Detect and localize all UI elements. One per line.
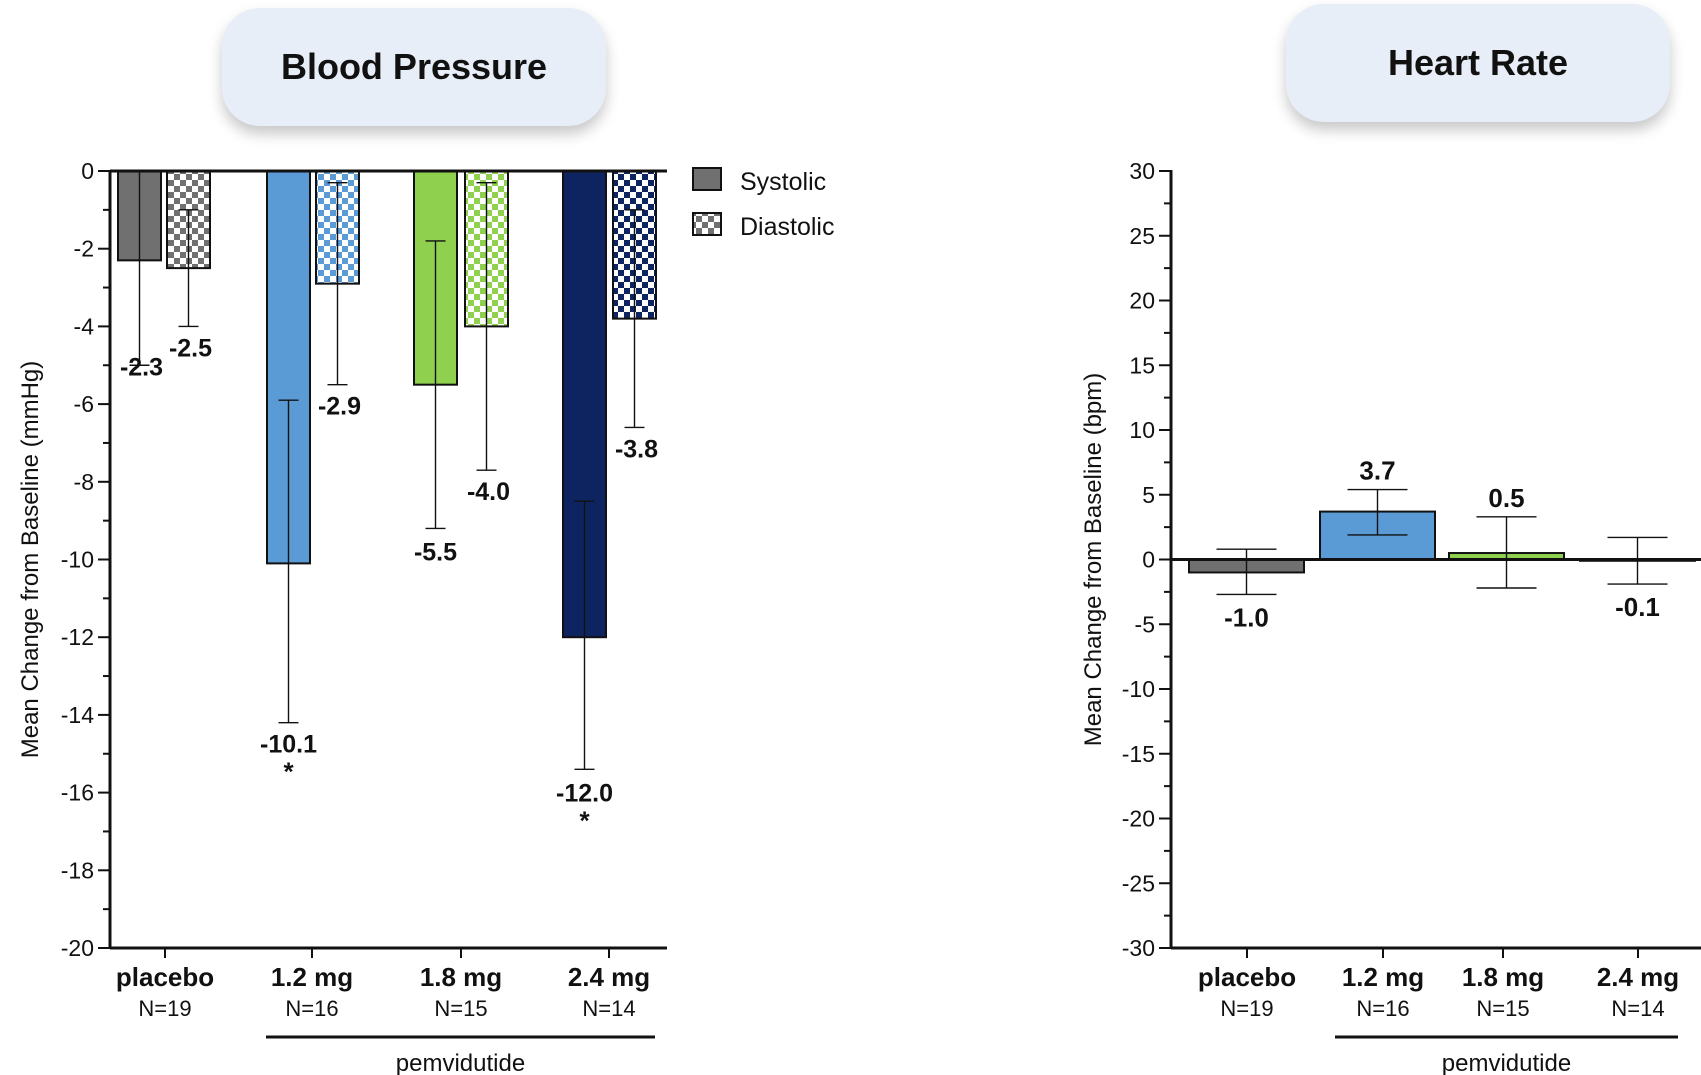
hr-panel-title: Heart Rate: [1286, 4, 1670, 122]
category-n-label: N=14: [582, 996, 635, 1021]
heart-rate-value-label: -1.0: [1224, 602, 1269, 632]
y-tick-label: 10: [1129, 417, 1155, 443]
legend-label-systolic: Systolic: [740, 168, 826, 196]
y-tick-label: -14: [61, 702, 94, 728]
y-axis-label: Mean Change from Baseline (bpm): [1080, 373, 1107, 747]
diastolic-value-label: -3.8: [615, 435, 658, 463]
systolic-value-label: -10.1: [260, 731, 317, 759]
category-n-label: N=19: [138, 996, 191, 1021]
category-n-label: N=16: [1356, 996, 1409, 1021]
y-tick-label: 15: [1129, 352, 1155, 378]
heart-rate-value-label: 0.5: [1488, 483, 1524, 513]
y-tick-label: -15: [1122, 741, 1155, 767]
significance-asterisk: *: [283, 757, 294, 787]
y-tick-label: -30: [1122, 935, 1155, 961]
category-label: 1.2 mg: [1342, 962, 1424, 992]
category-label: 1.8 mg: [420, 962, 502, 992]
hr-chart: 30 25 20 15 10 5 0 -5 -10 -15 -20 -25 -30 -1.0 3.7 0.5 -…: [1080, 158, 1701, 1075]
bp-chart: 0 -2 -4 -6 -8 -10 -12 -14 -16 -18 -20 -2.3-2.5 -10.1…: [17, 158, 834, 1075]
y-tick-label: -2: [74, 236, 94, 262]
group-label: pemvidutide: [396, 1050, 525, 1075]
bp-panel-title: Blood Pressure: [222, 8, 606, 126]
y-tick-label: 0: [81, 158, 94, 184]
y-tick-label: -16: [61, 780, 94, 806]
y-tick-label: -12: [61, 624, 94, 650]
y-tick-label: -10: [1122, 676, 1155, 702]
y-tick-label: -25: [1122, 870, 1155, 896]
y-tick-label: -6: [74, 391, 94, 417]
diastolic-value-label: -2.9: [318, 393, 361, 421]
category-label: 1.8 mg: [1462, 962, 1544, 992]
y-tick-label: -20: [1122, 806, 1155, 832]
category-n-label: N=15: [1476, 996, 1529, 1021]
y-tick-label: -20: [61, 935, 94, 961]
y-tick-label: -8: [74, 469, 94, 495]
y-tick-label: 0: [1142, 547, 1155, 573]
category-label: 1.2 mg: [271, 962, 353, 992]
category-label: 2.4 mg: [568, 962, 650, 992]
category-n-label: N=15: [434, 996, 487, 1021]
y-tick-label: -18: [61, 857, 94, 883]
category-label: placebo: [116, 962, 214, 992]
systolic-value-label: -2.3: [120, 353, 163, 381]
y-tick-label: 20: [1129, 288, 1155, 314]
y-tick-label: -10: [61, 547, 94, 573]
category-label: placebo: [1198, 962, 1296, 992]
y-tick-label: 5: [1142, 482, 1155, 508]
systolic-value-label: -5.5: [414, 538, 457, 566]
diastolic-value-label: -4.0: [467, 478, 510, 506]
category-label: 2.4 mg: [1597, 962, 1679, 992]
significance-asterisk: *: [579, 805, 590, 835]
category-n-label: N=14: [1611, 996, 1664, 1021]
heart-rate-value-label: -0.1: [1615, 592, 1660, 622]
systolic-value-label: -12.0: [556, 779, 613, 807]
group-label: pemvidutide: [1442, 1050, 1571, 1075]
diastolic-value-label: -2.5: [169, 334, 212, 362]
y-axis-label: Mean Change from Baseline (mmHg): [17, 361, 44, 759]
y-tick-label: 25: [1129, 223, 1155, 249]
legend-label-diastolic: Diastolic: [740, 213, 834, 241]
y-tick-label: -5: [1135, 611, 1155, 637]
y-tick-label: 30: [1129, 158, 1155, 184]
y-tick-label: -4: [74, 313, 95, 339]
legend-swatch-systolic: [692, 167, 722, 191]
legend-swatch-diastolic: [692, 212, 722, 236]
heart-rate-value-label: 3.7: [1359, 456, 1395, 486]
category-n-label: N=19: [1220, 996, 1273, 1021]
category-n-label: N=16: [285, 996, 338, 1021]
